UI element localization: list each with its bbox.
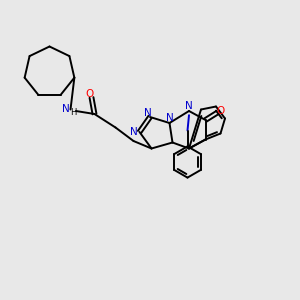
Text: O: O — [85, 88, 93, 99]
Text: N: N — [184, 101, 192, 111]
Text: N: N — [62, 104, 70, 115]
Text: N: N — [144, 107, 152, 118]
Text: H: H — [70, 108, 77, 117]
Text: N: N — [166, 113, 174, 123]
Text: O: O — [216, 106, 225, 116]
Text: N: N — [130, 127, 138, 137]
